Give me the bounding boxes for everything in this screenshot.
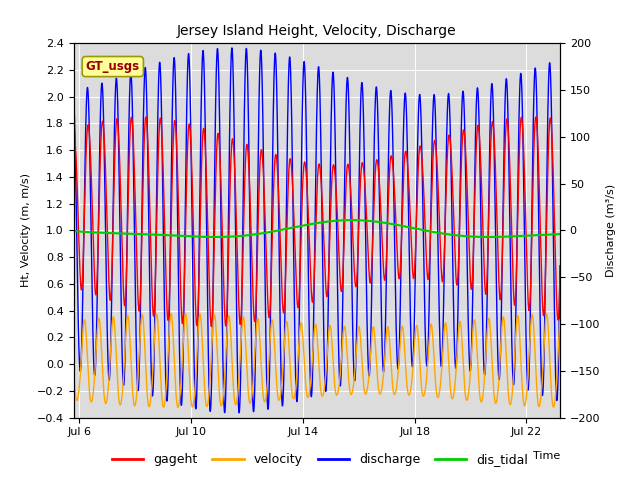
Y-axis label: Ht, Velocity (m, m/s): Ht, Velocity (m, m/s) bbox=[21, 173, 31, 288]
Text: GT_usgs: GT_usgs bbox=[86, 60, 140, 73]
Y-axis label: Discharge (m³/s): Discharge (m³/s) bbox=[606, 184, 616, 277]
Title: Jersey Island Height, Velocity, Discharge: Jersey Island Height, Velocity, Discharg… bbox=[177, 24, 456, 38]
Text: Time: Time bbox=[532, 451, 560, 461]
Legend: gageht, velocity, discharge, dis_tidal: gageht, velocity, discharge, dis_tidal bbox=[107, 448, 533, 471]
